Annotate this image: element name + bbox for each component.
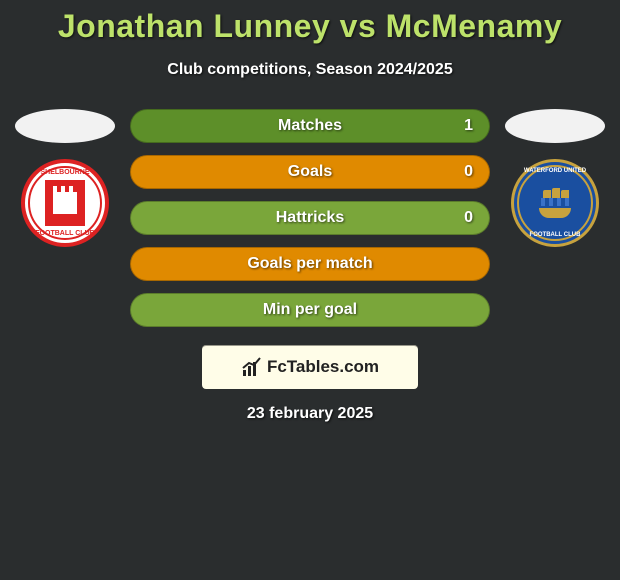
stat-bar-label: Goals per match [247, 255, 372, 273]
stat-bar-label: Hattricks [276, 209, 344, 227]
stat-bars: Matches 1 Goals 0 Hattricks 0 Goals per match M… [120, 109, 500, 327]
player-left-avatar [15, 109, 115, 143]
brand-text: FcTables.com [267, 357, 379, 377]
stat-bar-value: 0 [464, 163, 473, 181]
stat-bar: Min per goal [130, 293, 490, 327]
stat-bar: Hattricks 0 [130, 201, 490, 235]
hull-icon [539, 208, 571, 218]
stat-bar-label: Goals [288, 163, 332, 181]
player-right-avatar [505, 109, 605, 143]
club-crest-left: SHELBOURNE FOOTBALL CLUB [21, 159, 109, 247]
date-text: 23 february 2025 [0, 405, 620, 423]
club-crest-right: WATERFORD UNITED FOOTBALL CLUB [511, 159, 599, 247]
crest-left-top-text: SHELBOURNE [25, 169, 105, 176]
crest-left-bottom-text: FOOTBALL CLUB [25, 230, 105, 237]
player-right-col: WATERFORD UNITED FOOTBALL CLUB [500, 109, 610, 247]
castle-icon [53, 192, 77, 214]
stat-bar: Matches 1 [130, 109, 490, 143]
stat-bar-value: 1 [464, 117, 473, 135]
stat-bar-value: 0 [464, 209, 473, 227]
crest-right-top-text: WATERFORD UNITED [514, 168, 596, 174]
stat-bar-label: Min per goal [263, 301, 357, 319]
comparison-card: Jonathan Lunney vs McMenamy Club competi… [0, 0, 620, 423]
stat-bar: Goals 0 [130, 155, 490, 189]
crest-right-bottom-text: FOOTBALL CLUB [514, 232, 596, 238]
subtitle: Club competitions, Season 2024/2025 [0, 61, 620, 79]
stat-bar-label: Matches [278, 117, 342, 135]
player-left-col: SHELBOURNE FOOTBALL CLUB [10, 109, 120, 247]
crest-left-shield [45, 180, 85, 226]
brand-chart-icon [241, 356, 263, 378]
ship-icon [537, 188, 573, 218]
stat-bar: Goals per match [130, 247, 490, 281]
main-row: SHELBOURNE FOOTBALL CLUB Matches1Goals0H… [0, 109, 620, 327]
page-title: Jonathan Lunney vs McMenamy [0, 0, 620, 45]
brand-box: FcTables.com [202, 345, 418, 389]
waves-icon [537, 198, 573, 206]
